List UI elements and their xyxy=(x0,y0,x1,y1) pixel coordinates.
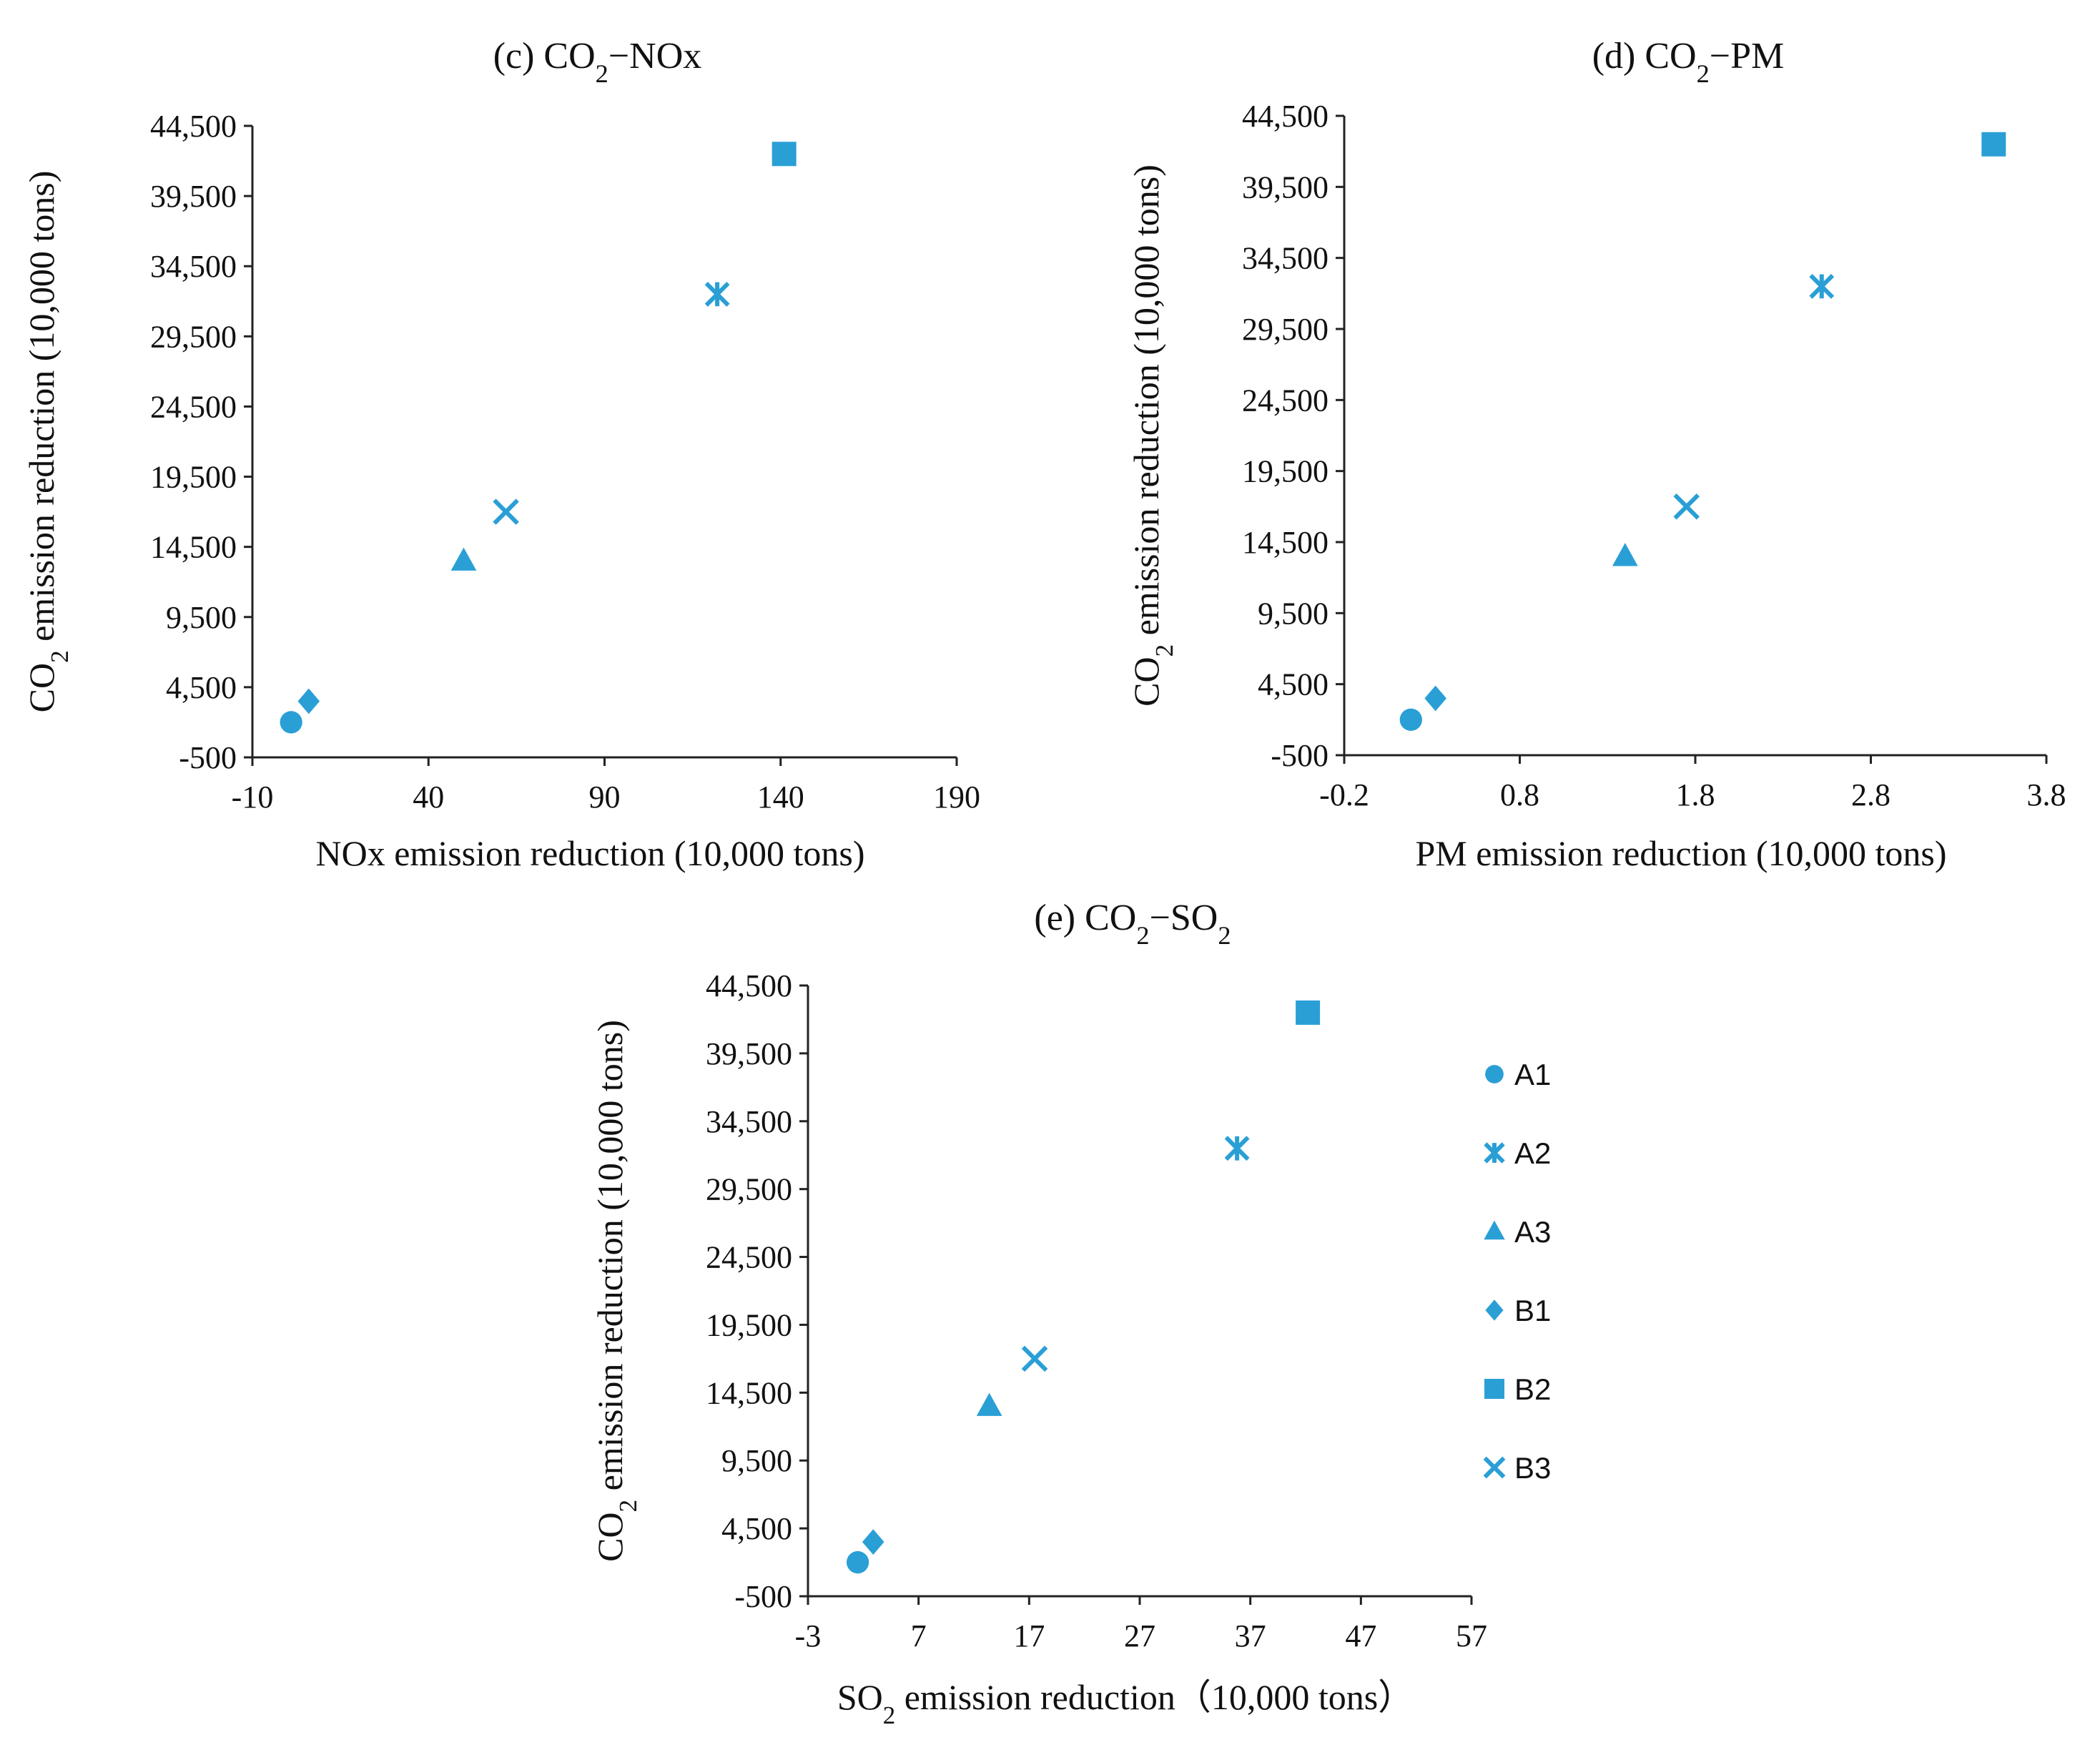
point-A1 xyxy=(1399,708,1422,731)
point-B3 xyxy=(1673,493,1700,520)
x-tick-label: 40 xyxy=(413,780,444,815)
y-tick-label: 14,500 xyxy=(1242,525,1328,560)
legend-marker-B3 xyxy=(1483,1456,1506,1479)
point-A2 xyxy=(704,282,730,307)
x-tick-label: 190 xyxy=(933,780,980,815)
x-tick-label: 17 xyxy=(1013,1618,1045,1653)
chart-title: (c) CO2−NOx xyxy=(493,36,702,88)
point-B2 xyxy=(772,142,797,167)
x-tick-label: 27 xyxy=(1124,1618,1155,1653)
legend-label: A1 xyxy=(1514,1058,1551,1091)
y-tick-label: 14,500 xyxy=(150,530,237,565)
x-tick-label: -10 xyxy=(232,780,274,815)
y-axis-label: CO2 emission reduction (10,000 tons) xyxy=(21,171,74,713)
y-tick-label: 29,500 xyxy=(706,1172,792,1207)
y-tick-label: -500 xyxy=(179,740,237,775)
legend-label: A3 xyxy=(1514,1215,1551,1249)
legend-marker-A1 xyxy=(1485,1065,1504,1083)
y-tick-label: 19,500 xyxy=(1242,454,1328,489)
y-tick-label: 9,500 xyxy=(721,1443,792,1478)
y-tick-label: 34,500 xyxy=(1242,241,1328,276)
legend-item-A2: A2 xyxy=(1484,1136,1551,1170)
point-A3 xyxy=(450,547,477,571)
y-tick-label: 24,500 xyxy=(706,1240,792,1275)
y-tick-label: 39,500 xyxy=(706,1036,792,1071)
y-tick-label: 29,500 xyxy=(1242,312,1328,347)
x-tick-label: 3.8 xyxy=(2027,777,2066,812)
point-A1 xyxy=(846,1550,869,1574)
y-tick-label: 14,500 xyxy=(706,1375,792,1410)
y-tick-label: 19,500 xyxy=(150,460,237,495)
x-tick-label: 1.8 xyxy=(1676,777,1715,812)
x-tick-label: 2.8 xyxy=(1851,777,1891,812)
y-tick-label: 39,500 xyxy=(150,179,237,214)
chart-title: (e) CO2−SO2 xyxy=(1034,898,1231,950)
legend-item-B1: B1 xyxy=(1485,1294,1551,1327)
y-tick-label: 29,500 xyxy=(150,319,237,354)
y-tick-label: 39,500 xyxy=(1242,169,1328,205)
chart-panel-2: (e) CO2−SO2 -500 4,500 9,500 14,500 19,500 24,… xyxy=(590,898,1487,1729)
legend-label: B1 xyxy=(1514,1294,1551,1327)
legend-item-A1: A1 xyxy=(1485,1058,1551,1091)
legend-marker-B2 xyxy=(1484,1379,1504,1399)
legend-item-A3: A3 xyxy=(1484,1215,1551,1249)
y-tick-label: 4,500 xyxy=(166,670,237,705)
x-axis-label: PM emission reduction (10,000 tons) xyxy=(1415,833,1946,873)
legend-item-B3: B3 xyxy=(1483,1451,1551,1485)
x-tick-label: -0.2 xyxy=(1319,777,1369,812)
y-tick-label: 9,500 xyxy=(1258,596,1328,631)
legend-marker-A2 xyxy=(1484,1142,1505,1164)
y-axis-label: CO2 emission reduction (10,000 tons) xyxy=(1126,164,1178,707)
point-B2 xyxy=(1296,1000,1321,1025)
x-tick-label: 0.8 xyxy=(1500,777,1539,812)
legend-label: A2 xyxy=(1514,1136,1551,1170)
legend-marker-A3 xyxy=(1484,1220,1505,1240)
chart-title: (d) CO2−PM xyxy=(1592,36,1785,88)
point-B1 xyxy=(297,688,320,714)
point-A3 xyxy=(976,1392,1002,1416)
x-tick-label: 47 xyxy=(1345,1618,1376,1653)
legend: A1 A2 A3 B1 B2 B3 xyxy=(1483,1058,1551,1485)
y-tick-label: 9,500 xyxy=(166,600,237,635)
point-A2 xyxy=(1809,273,1835,299)
y-tick-label: 34,500 xyxy=(706,1104,792,1139)
x-tick-label: 140 xyxy=(757,780,804,815)
point-A3 xyxy=(1612,543,1638,566)
point-B1 xyxy=(1424,685,1446,712)
point-B3 xyxy=(493,498,519,525)
y-tick-label: 44,500 xyxy=(706,968,792,1003)
legend-label: B3 xyxy=(1514,1451,1551,1485)
point-B3 xyxy=(1021,1345,1048,1372)
x-tick-label: -3 xyxy=(795,1618,822,1653)
y-tick-label: -500 xyxy=(734,1579,792,1614)
legend-marker-B1 xyxy=(1485,1299,1504,1321)
y-tick-label: 34,500 xyxy=(150,249,237,284)
point-B1 xyxy=(862,1529,884,1555)
y-tick-label: 19,500 xyxy=(706,1307,792,1342)
x-axis-label: SO2 emission reduction（10,000 tons） xyxy=(837,1677,1414,1729)
x-tick-label: 90 xyxy=(589,780,621,815)
x-axis-label: NOx emission reduction (10,000 tons) xyxy=(316,833,865,873)
y-tick-label: 44,500 xyxy=(1242,99,1328,134)
chart-panel-1: (d) CO2−PM -500 4,500 9,500 14,500 19,500 24,5… xyxy=(1126,36,2066,873)
y-tick-label: 4,500 xyxy=(1258,667,1328,702)
x-tick-label: 7 xyxy=(911,1618,927,1653)
y-axis-label: CO2 emission reduction (10,000 tons) xyxy=(590,1020,642,1562)
x-tick-label: 57 xyxy=(1456,1618,1487,1653)
point-A1 xyxy=(280,711,302,734)
y-tick-label: 44,500 xyxy=(150,109,237,144)
y-tick-label: 24,500 xyxy=(1242,383,1328,418)
y-tick-label: -500 xyxy=(1271,738,1328,773)
y-tick-label: 4,500 xyxy=(721,1511,792,1546)
point-B2 xyxy=(1981,132,2006,157)
point-A2 xyxy=(1224,1136,1250,1161)
legend-label: B2 xyxy=(1514,1372,1551,1406)
chart-panel-0: (c) CO2−NOx -500 4,500 9,500 14,500 19,500 24,… xyxy=(21,36,980,873)
y-tick-label: 24,500 xyxy=(150,389,237,424)
x-tick-label: 37 xyxy=(1235,1618,1266,1653)
legend-item-B2: B2 xyxy=(1484,1372,1551,1406)
